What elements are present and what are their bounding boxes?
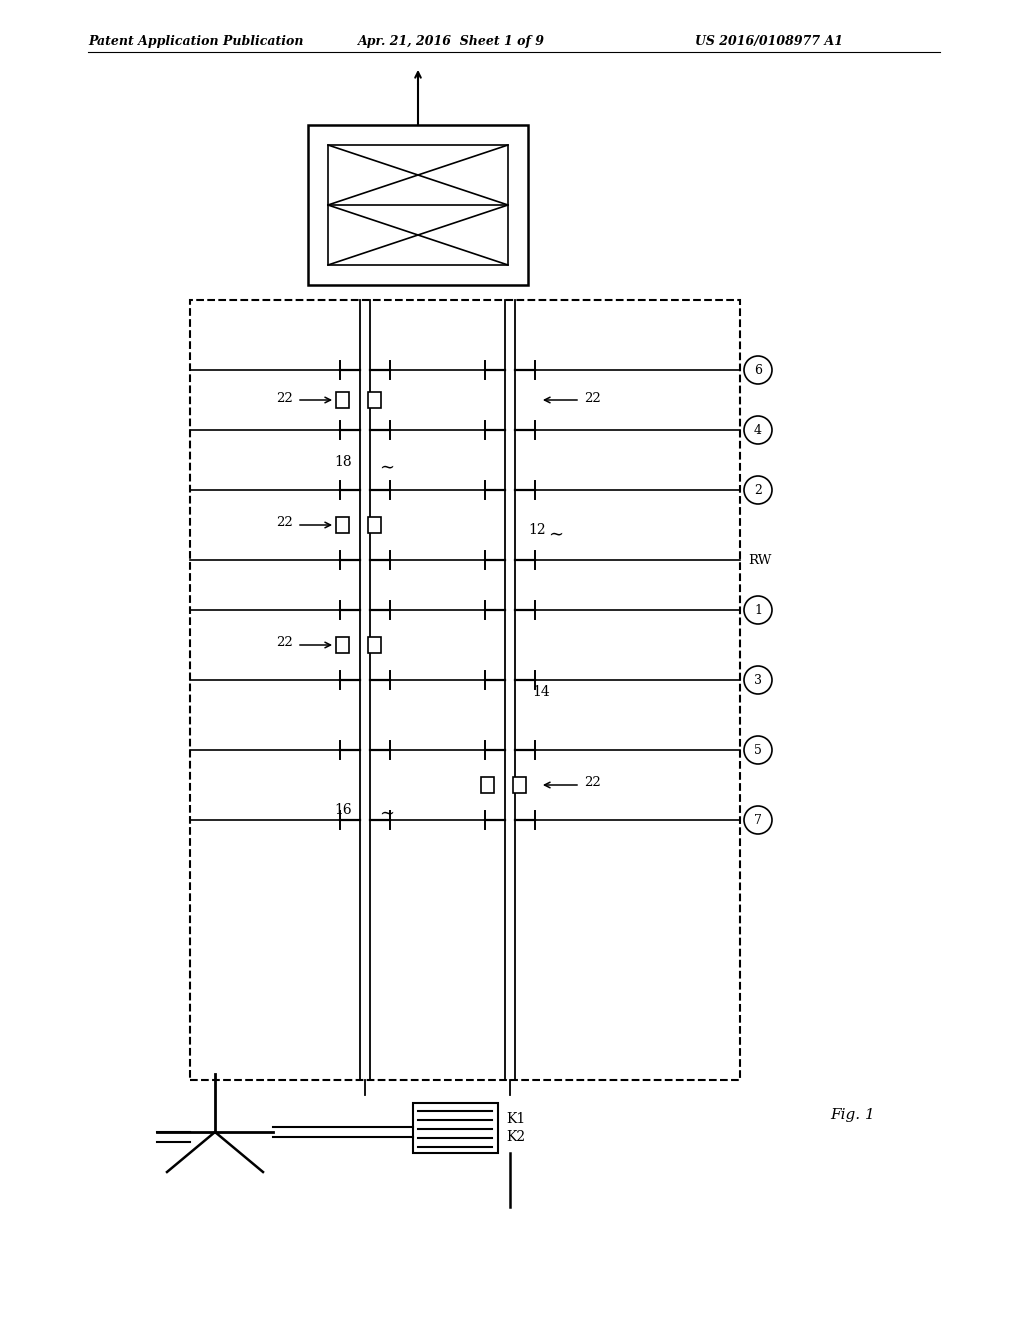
Text: 7: 7	[754, 813, 762, 826]
Text: Fig. 1: Fig. 1	[830, 1107, 874, 1122]
Text: 2: 2	[754, 483, 762, 496]
Text: Apr. 21, 2016  Sheet 1 of 9: Apr. 21, 2016 Sheet 1 of 9	[358, 36, 545, 48]
Text: K1: K1	[506, 1111, 525, 1126]
Bar	[413, 1104, 498, 1152]
Text: 4: 4	[754, 424, 762, 437]
Text: Patent Application Publication: Patent Application Publication	[88, 36, 303, 48]
Text: 22: 22	[276, 392, 293, 404]
Text: ∼: ∼	[548, 525, 563, 543]
Text: 14: 14	[532, 685, 550, 700]
Bar	[481, 777, 494, 793]
Bar	[336, 517, 349, 533]
Text: 3: 3	[754, 673, 762, 686]
Text: 18: 18	[334, 455, 352, 469]
Bar	[368, 517, 381, 533]
Text: 5: 5	[754, 743, 762, 756]
Text: 22: 22	[276, 636, 293, 649]
Circle shape	[744, 667, 772, 694]
Text: 16: 16	[334, 803, 352, 817]
Bar	[190, 300, 740, 1080]
Text: 22: 22	[276, 516, 293, 529]
Bar	[513, 777, 526, 793]
Circle shape	[744, 737, 772, 764]
Text: US 2016/0108977 A1: US 2016/0108977 A1	[695, 36, 843, 48]
Text: 12: 12	[528, 523, 546, 537]
Text: RW: RW	[748, 553, 771, 566]
Text: K2: K2	[506, 1130, 525, 1144]
Circle shape	[744, 477, 772, 504]
Text: 1: 1	[754, 603, 762, 616]
Circle shape	[744, 416, 772, 444]
Text: 22: 22	[584, 776, 601, 789]
Bar	[368, 638, 381, 653]
Bar	[328, 145, 508, 265]
Circle shape	[744, 356, 772, 384]
Text: 6: 6	[754, 363, 762, 376]
Circle shape	[744, 597, 772, 624]
Bar	[336, 392, 349, 408]
Bar	[308, 125, 528, 285]
Text: ∼: ∼	[380, 804, 394, 822]
Bar	[368, 392, 381, 408]
Text: ∼: ∼	[380, 458, 394, 477]
Circle shape	[744, 807, 772, 834]
Text: 22: 22	[584, 392, 601, 404]
Bar	[336, 638, 349, 653]
